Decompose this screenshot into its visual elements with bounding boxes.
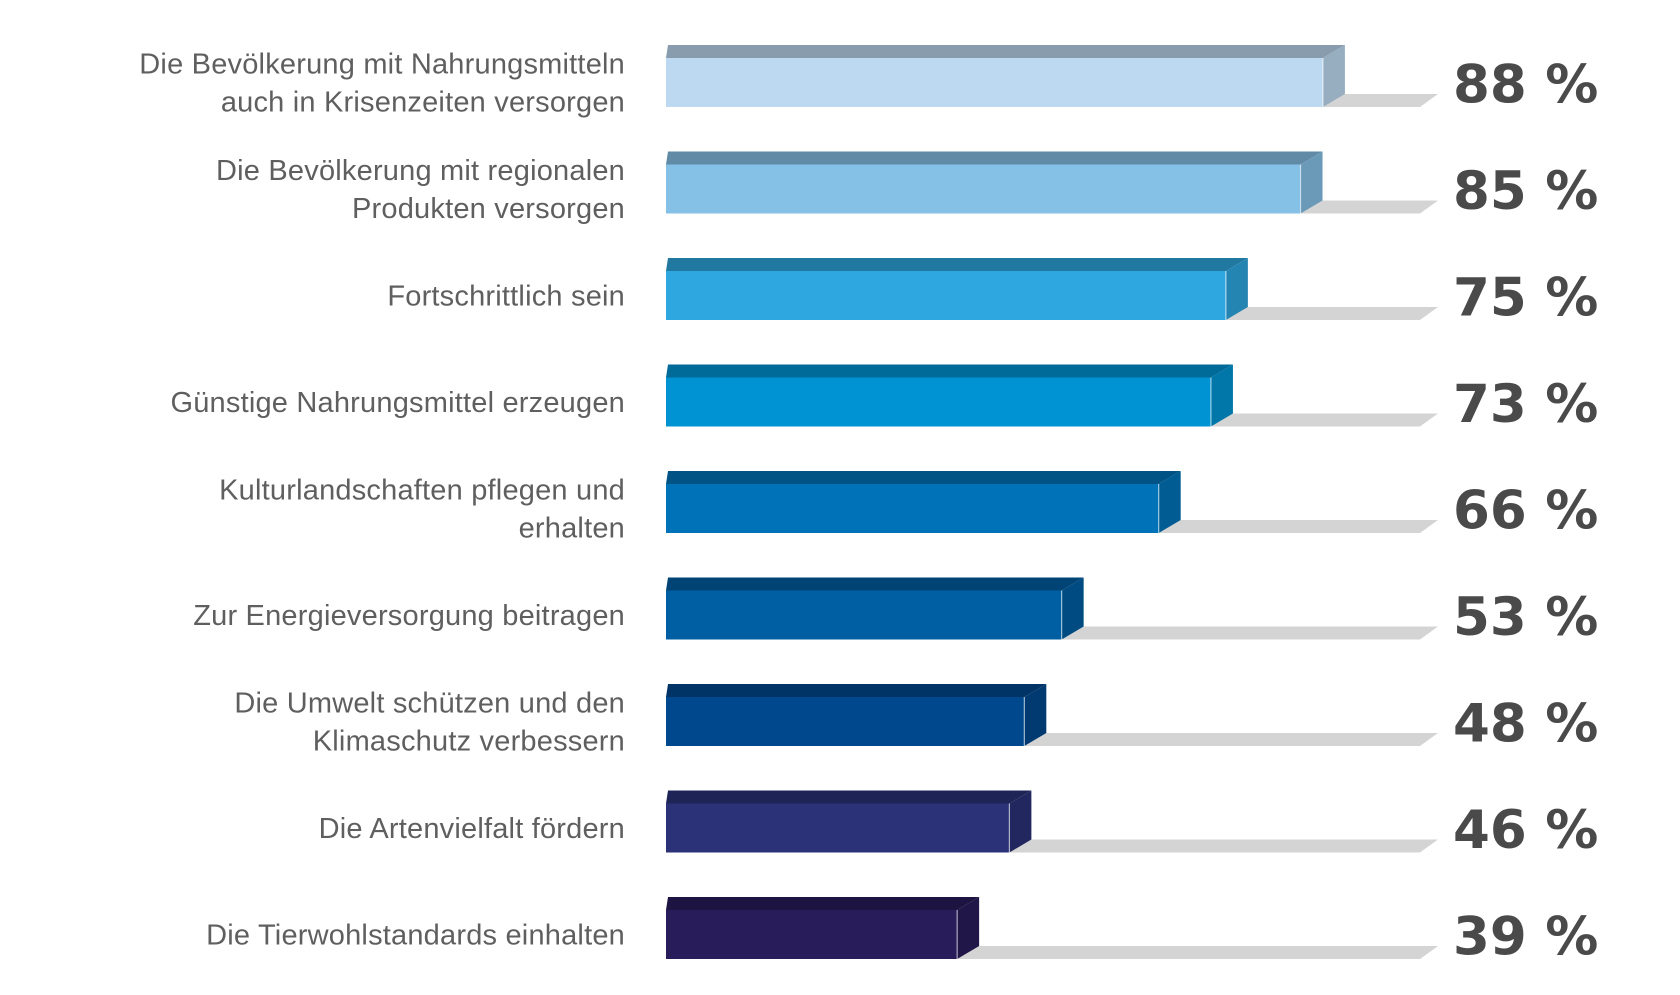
- category-label-line: auch in Krisenzeiten versorgen: [221, 87, 625, 119]
- bar-row: Die Tierwohlstandards einhalten 39 %: [206, 897, 1598, 968]
- bar-side-face: [1210, 364, 1233, 427]
- bar: [666, 590, 1062, 640]
- category-label: Die Artenvielfalt fördern: [319, 813, 625, 845]
- bar-shadow: [1210, 413, 1438, 427]
- bar-shadow: [1061, 626, 1438, 640]
- bar-shadow: [1158, 520, 1438, 533]
- bar: [666, 58, 1323, 107]
- bar: [666, 910, 958, 959]
- value-label: 48 %: [1453, 694, 1598, 755]
- category-label-line: Klimaschutz verbessern: [313, 726, 625, 758]
- bar-shadow: [1009, 839, 1438, 853]
- bar-top-face: [666, 471, 1181, 484]
- category-label-line: Kulturlandschaften pflegen und: [219, 475, 625, 507]
- category-label-line: erhalten: [519, 513, 625, 545]
- bar: [666, 377, 1211, 427]
- bar-shadow: [1024, 733, 1438, 746]
- value-label: 53 %: [1453, 587, 1598, 648]
- value-label: 39 %: [1453, 907, 1598, 968]
- category-label: Die Bevölkerung mit Nahrungsmitteln auch …: [139, 49, 625, 119]
- bar: [666, 803, 1010, 853]
- bar-side-face: [1009, 790, 1032, 853]
- bar-side-face: [1024, 684, 1047, 746]
- category-label-line: Die Tierwohlstandards einhalten: [206, 920, 625, 952]
- category-label: Fortschrittlich sein: [387, 281, 625, 313]
- bar-shadow: [1322, 94, 1438, 107]
- category-label: Zur Energieversorgung beitragen: [193, 600, 625, 632]
- bar: [666, 697, 1025, 746]
- category-label: Kulturlandschaften pflegen und erhalten: [219, 475, 625, 545]
- bar-row: Fortschrittlich sein 75 %: [387, 258, 1598, 329]
- category-label-line: Zur Energieversorgung beitragen: [193, 600, 625, 632]
- bar-row: Günstige Nahrungsmittel erzeugen 73 %: [170, 364, 1598, 435]
- value-label: 85 %: [1453, 161, 1598, 222]
- category-label: Die Tierwohlstandards einhalten: [206, 920, 625, 952]
- bar-top-face: [666, 577, 1084, 591]
- bar-side-face: [1300, 151, 1323, 214]
- bar-row: Die Umwelt schützen und den Klimaschutz v…: [234, 684, 1598, 758]
- value-label: 66 %: [1453, 481, 1598, 542]
- category-label: Die Umwelt schützen und den Klimaschutz v…: [234, 688, 625, 758]
- bar-shadow: [1225, 307, 1438, 320]
- category-label-line: Die Artenvielfalt fördern: [319, 813, 625, 845]
- bar-side-face: [957, 897, 980, 959]
- bar-top-face: [666, 897, 980, 910]
- value-label: 75 %: [1453, 268, 1598, 329]
- bar-top-face: [666, 364, 1233, 378]
- bar-row: Die Bevölkerung mit Nahrungsmitteln auch …: [139, 45, 1598, 119]
- bar-top-face: [666, 45, 1345, 58]
- bar-top-face: [666, 684, 1047, 697]
- bar: [666, 164, 1301, 214]
- bar-row: Zur Energieversorgung beitragen 53 %: [193, 577, 1598, 648]
- bar-top-face: [666, 790, 1032, 804]
- bar-row: Die Artenvielfalt fördern 46 %: [319, 790, 1598, 861]
- bar-top-face: [666, 258, 1248, 271]
- bar-row: Die Bevölkerung mit regionalen Produkten …: [216, 151, 1598, 225]
- value-label: 73 %: [1453, 374, 1598, 435]
- bar-side-face: [1061, 577, 1084, 640]
- category-label-line: Produkten versorgen: [352, 193, 625, 225]
- bar-side-face: [1158, 471, 1181, 533]
- category-label-line: Die Bevölkerung mit Nahrungsmitteln: [139, 49, 625, 81]
- bar-side-face: [1322, 45, 1345, 107]
- bar-shadow: [1300, 200, 1438, 214]
- category-label: Günstige Nahrungsmittel erzeugen: [170, 387, 625, 419]
- category-label-line: Günstige Nahrungsmittel erzeugen: [170, 387, 625, 419]
- category-label: Die Bevölkerung mit regionalen Produkten …: [216, 155, 625, 225]
- category-label-line: Fortschrittlich sein: [387, 281, 625, 313]
- value-label: 88 %: [1453, 55, 1598, 116]
- category-label-line: Die Bevölkerung mit regionalen: [216, 155, 625, 187]
- bar-top-face: [666, 151, 1323, 165]
- bar-shadow: [957, 946, 1438, 959]
- bar: [666, 484, 1159, 533]
- bar-side-face: [1225, 258, 1248, 320]
- bar-row: Kulturlandschaften pflegen und erhalten 66…: [219, 471, 1598, 545]
- category-label-line: Die Umwelt schützen und den: [234, 688, 625, 720]
- bar: [666, 271, 1226, 320]
- value-label: 46 %: [1453, 800, 1598, 861]
